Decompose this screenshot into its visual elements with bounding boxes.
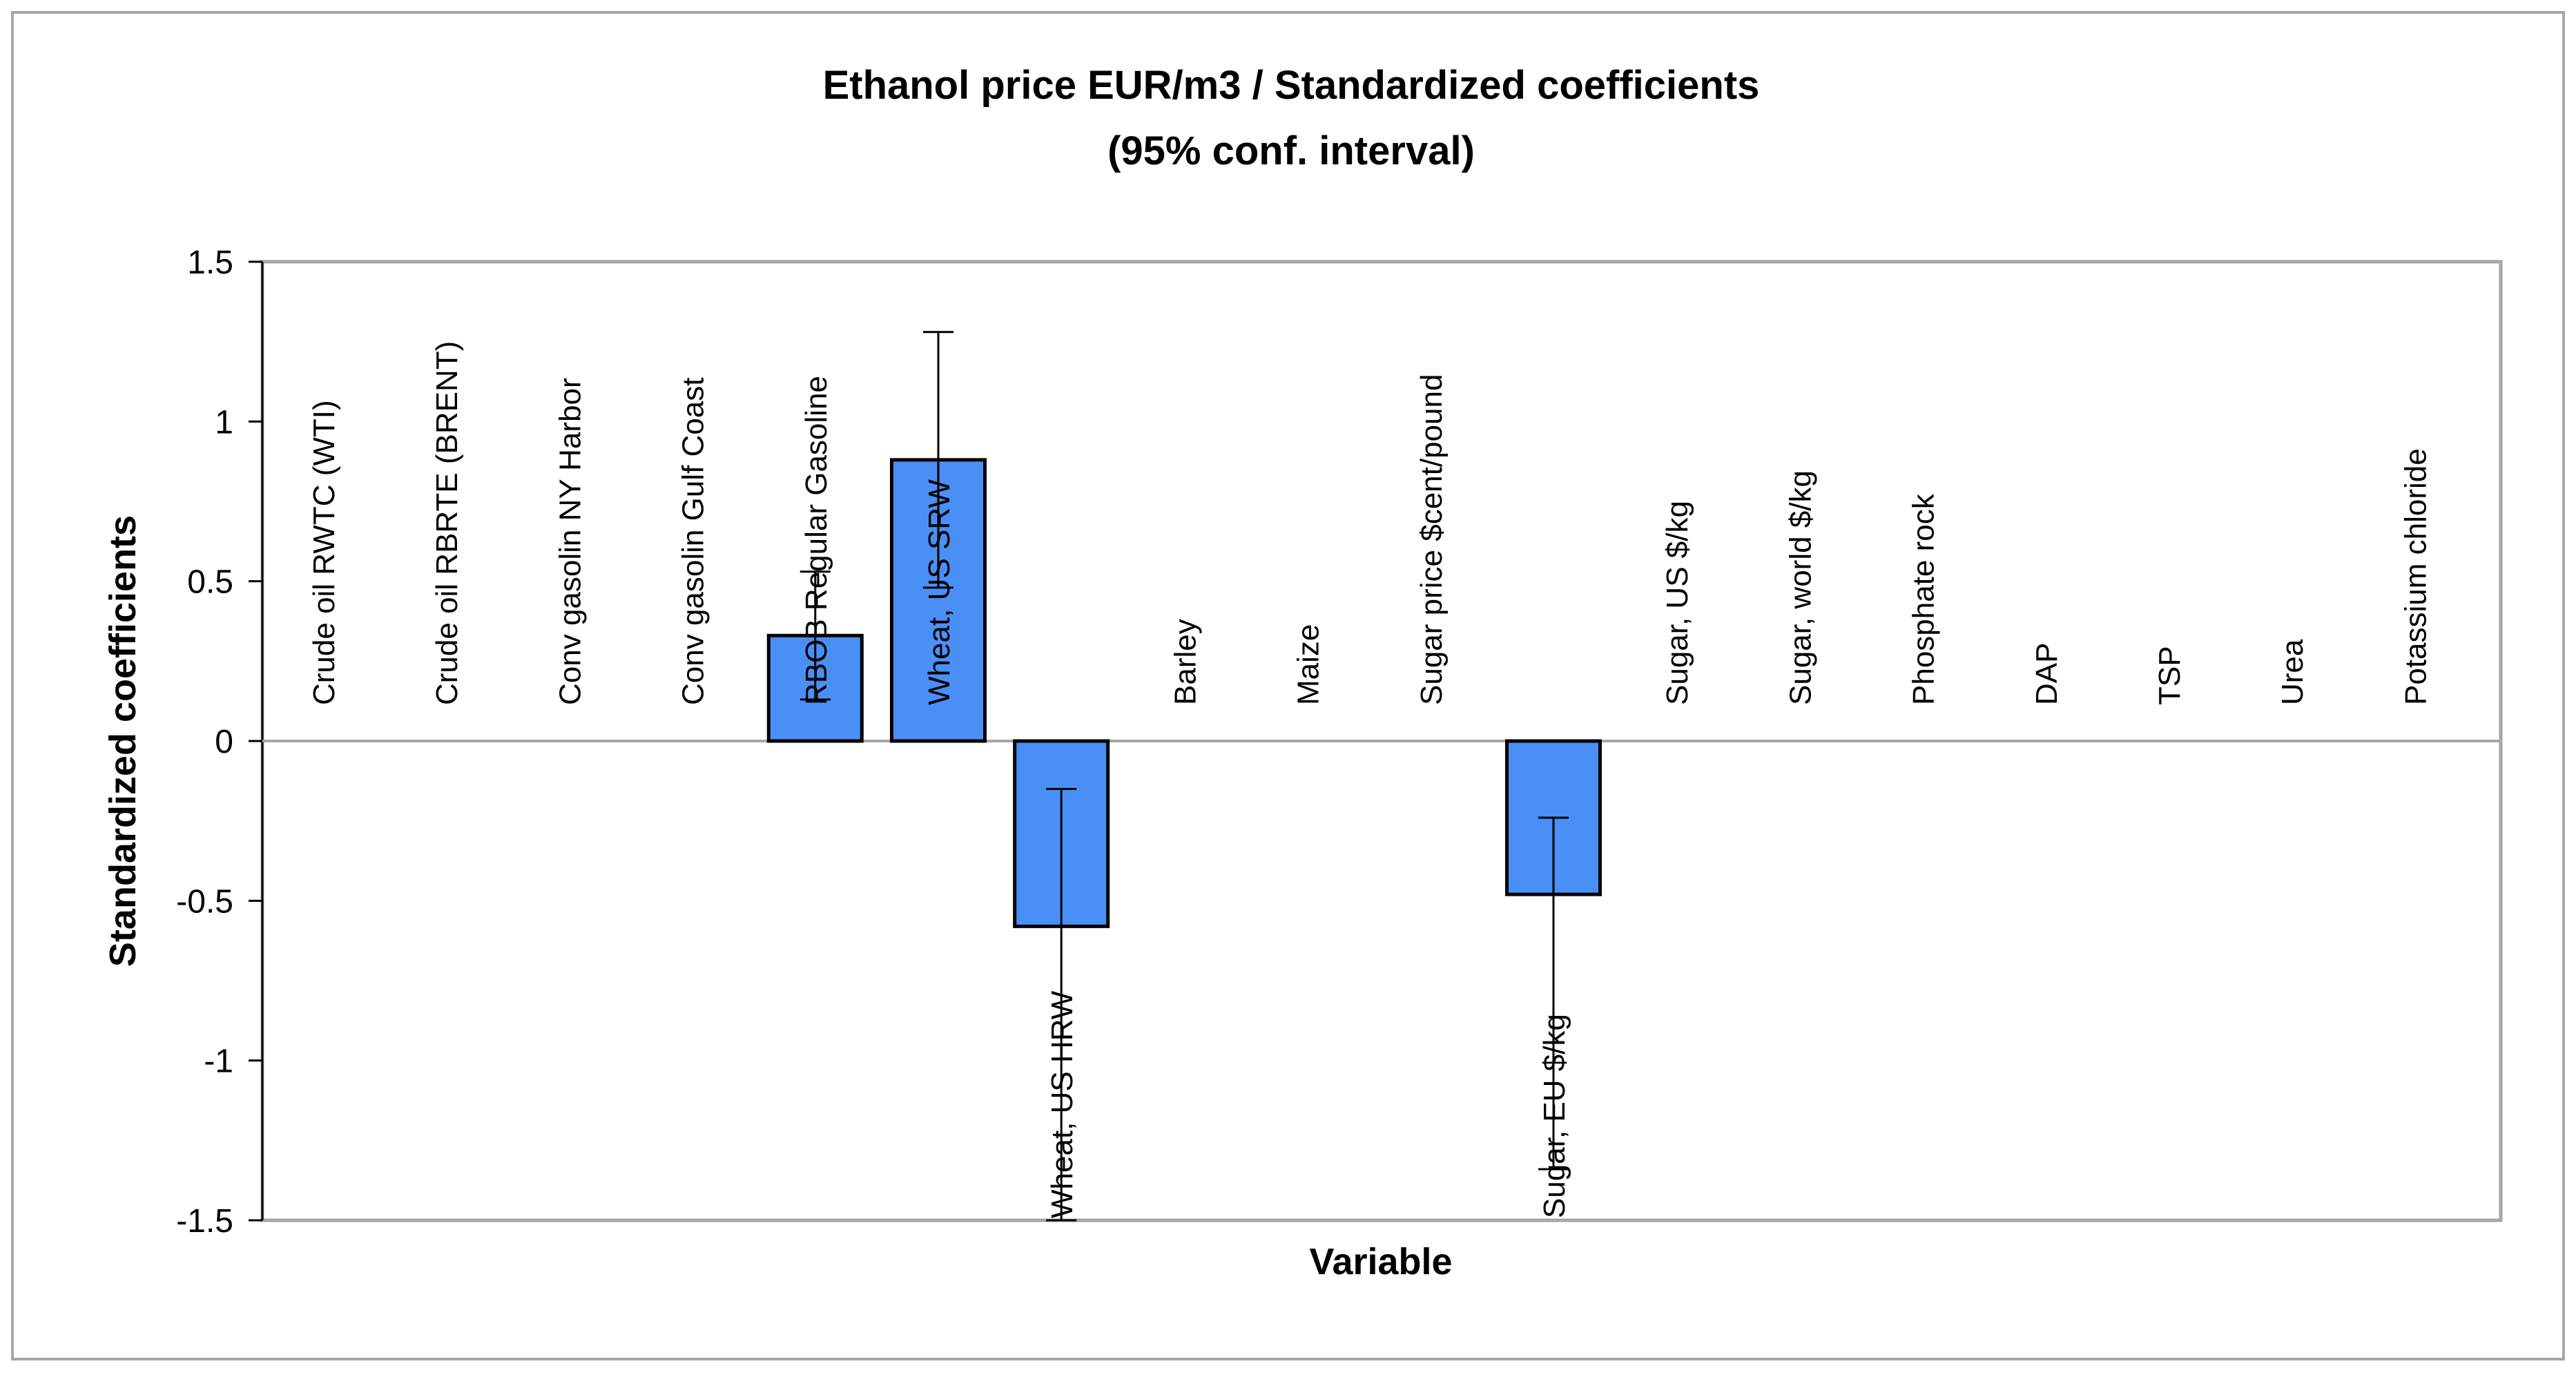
y-tick-label: -1.5 [176, 1203, 233, 1240]
y-tick-label: 1 [215, 404, 233, 441]
category-label: DAP [2030, 643, 2064, 705]
category-label: Conv gasolin Gulf Coast [677, 378, 710, 705]
category-label: Crude oil RWTC (WTI) [307, 400, 341, 705]
y-tick-label: 0 [215, 724, 233, 760]
category-labels-group: Crude oil RWTC (WTI) Crude oil RBRTE (BRE… [307, 341, 2432, 1218]
category-label: Urea [2276, 639, 2309, 705]
category-label: TSP [2153, 646, 2187, 705]
category-label: Sugar, US $/kg [1660, 501, 1694, 705]
category-label: Phosphate rock [1907, 493, 1941, 705]
y-tick-label: 1.5 [187, 244, 233, 281]
category-label: Conv gasolin NY Harbor [553, 378, 587, 705]
category-label: Sugar price $cent/pound [1415, 374, 1449, 705]
category-label: RBOB Regular Gasoline [800, 376, 833, 705]
y-axis: 1.5 1 0.5 0 -0.5 -1 -1.5 [176, 244, 264, 1240]
category-label: Crude oil RBRTE (BRENT) [430, 341, 464, 705]
y-tick-label: 0.5 [187, 564, 233, 601]
y-axis-label: Standardized coefficients [102, 515, 144, 967]
chart-title-line-2: (95% conf. interval) [1107, 128, 1475, 173]
category-label: Maize [1292, 624, 1326, 705]
category-label: Sugar, EU $/kg [1538, 1014, 1571, 1218]
y-tick-label: -1 [204, 1044, 233, 1080]
category-label: Wheat, US HRW [1045, 990, 1079, 1218]
y-tick-label: -0.5 [176, 883, 233, 920]
error-bars-group [800, 331, 1569, 1222]
category-label: Potassium chloride [2399, 448, 2432, 705]
chart-title-line-1: Ethanol price EUR/m3 / Standardized coef… [823, 63, 1760, 108]
x-axis-label: Variable [1309, 1241, 1452, 1282]
chart-outer-border [11, 11, 2565, 1360]
category-label: Sugar, world $/kg [1783, 470, 1817, 705]
category-label: Wheat, US SRW [922, 479, 956, 705]
category-label: Barley [1168, 619, 1202, 705]
